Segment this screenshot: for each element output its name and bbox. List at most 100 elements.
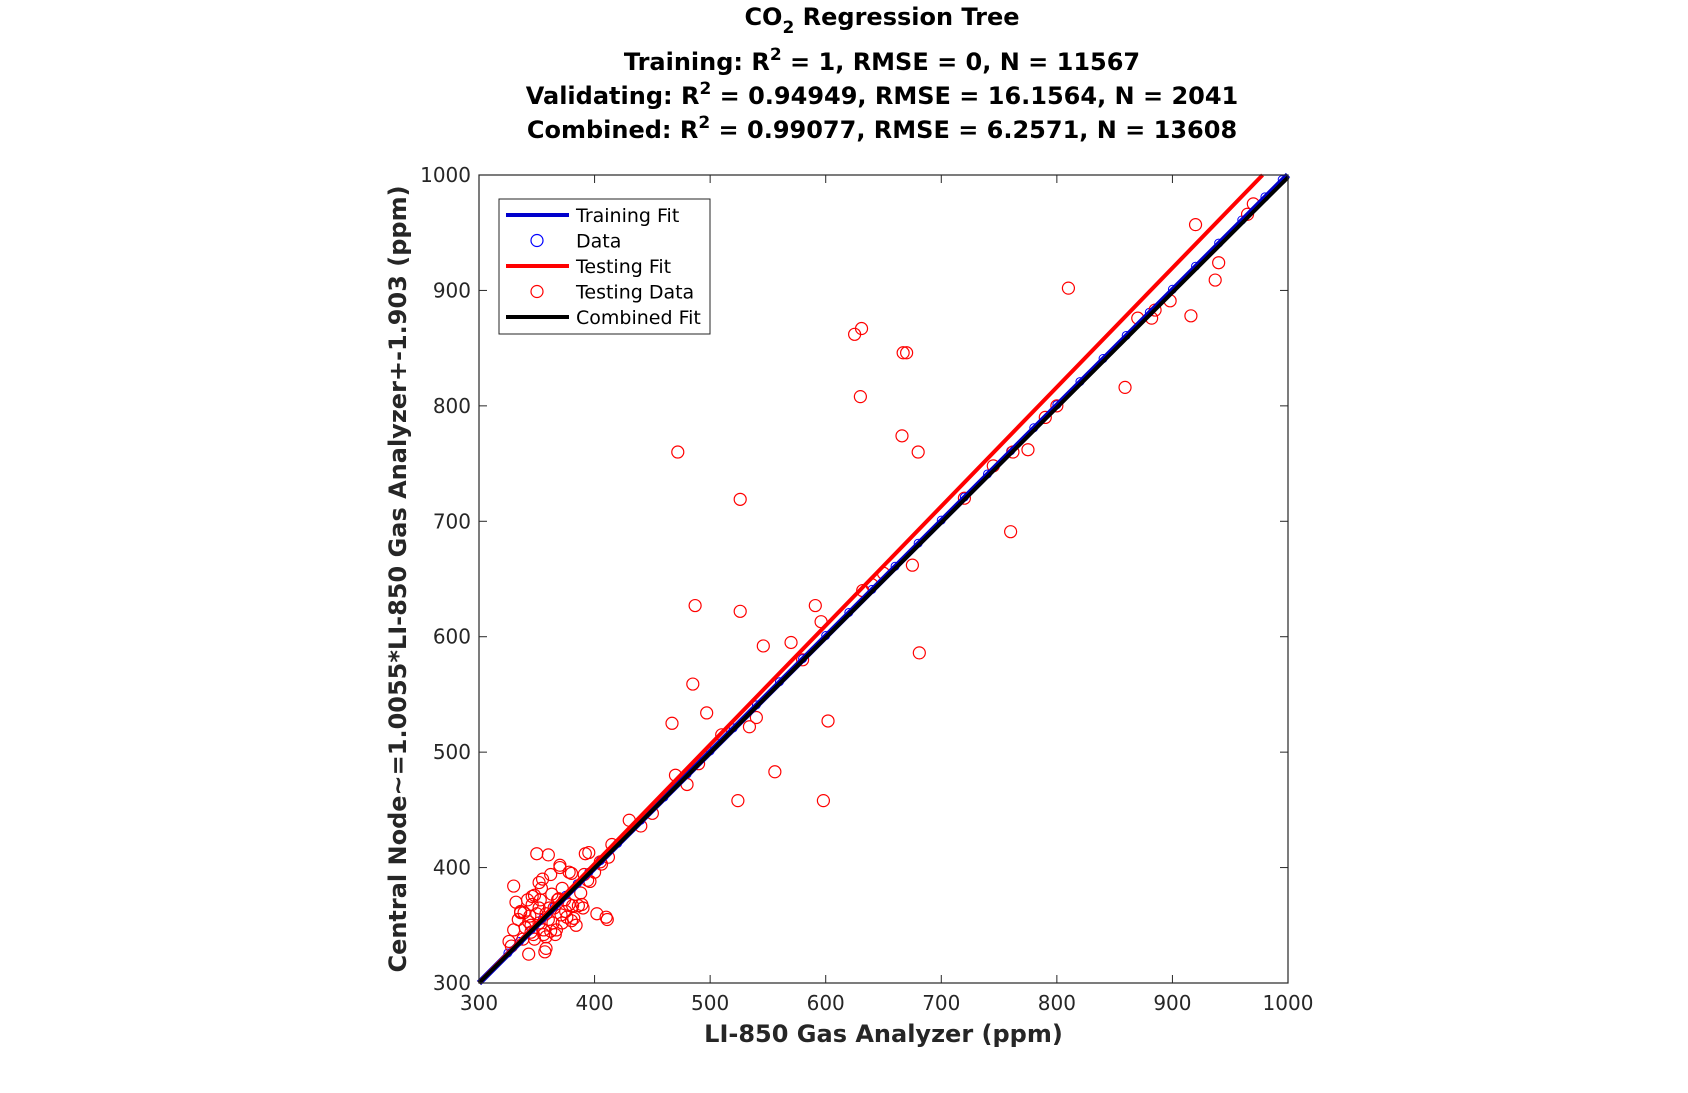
- y-tick-label: 800: [433, 394, 471, 418]
- testing-data-point: [700, 706, 714, 720]
- testing-data-point: [530, 907, 544, 921]
- testing-data-point: [853, 390, 867, 404]
- testing-data-point: [545, 887, 559, 901]
- testing-data-point: [756, 639, 770, 653]
- testing-data-point: [671, 445, 685, 459]
- testing-data-point: [854, 321, 869, 336]
- testing-data-point: [553, 858, 567, 872]
- testing-data-point: [1208, 273, 1222, 287]
- x-tick-label: 900: [1153, 991, 1191, 1015]
- testing-data-point: [731, 794, 745, 808]
- testing-data-point: [574, 886, 588, 900]
- legend-label: Combined Fit: [576, 307, 701, 329]
- testing-data-point: [912, 646, 926, 660]
- testing-data-point: [535, 872, 550, 886]
- testing-data-point: [533, 893, 547, 907]
- y-axis-label: Central Node~=1.0055*LI-850 Gas Analyzer…: [384, 185, 412, 972]
- testing-data-point: [1038, 410, 1052, 424]
- testing-data-point: [507, 879, 521, 893]
- testing-data-point: [900, 346, 914, 360]
- testing-data-point: [590, 907, 604, 921]
- testing-data-point: [1212, 256, 1226, 270]
- testing-data-point: [665, 716, 679, 730]
- y-tick-label: 700: [433, 509, 471, 533]
- title-line-combined: Combined: R2 = 0.99077, RMSE = 6.2571, N…: [527, 113, 1237, 144]
- testing-data-point: [517, 905, 531, 920]
- combined-fit-line: [477, 175, 1290, 985]
- testing-data-point: [546, 916, 560, 930]
- fit-lines: [476, 172, 1291, 986]
- legend-label: Testing Data: [575, 282, 694, 304]
- testing-data-point: [544, 867, 558, 882]
- y-tick-label: 1000: [420, 163, 471, 187]
- testing-data-point: [688, 598, 702, 613]
- testing-data-point: [539, 930, 553, 944]
- testing-data-point: [567, 911, 581, 925]
- testing-data-point: [733, 604, 747, 618]
- testing-data-point: [895, 429, 909, 443]
- testing-data-point: [905, 558, 919, 572]
- x-axis-label: LI-850 Gas Analyzer (ppm): [704, 1020, 1063, 1048]
- testing-data-point: [1061, 281, 1076, 295]
- testing-data-point: [530, 847, 544, 861]
- testing-data-point: [957, 491, 972, 505]
- testing-data-point: [808, 598, 822, 613]
- testing-data-point: [538, 945, 552, 959]
- testing-data-point: [514, 905, 528, 920]
- testing-data-point: [571, 899, 585, 913]
- legend-label: Testing Fit: [575, 256, 671, 278]
- x-tick-label: 600: [807, 991, 845, 1015]
- x-tick-label: 500: [691, 991, 729, 1015]
- y-tick-label: 300: [433, 971, 471, 995]
- testing-data-point: [1118, 380, 1132, 394]
- axis-ticks: 300 400 500 600 700 800 900 1000 300 400 500 600 700…: [420, 163, 1313, 1015]
- legend: Training Fit Data Testing Fit Testing Data C…: [498, 198, 711, 335]
- x-tick-label: 700: [922, 991, 960, 1015]
- testing-data-point: [564, 914, 579, 928]
- testing-data-point: [1188, 218, 1203, 232]
- testing-data-point: [600, 912, 614, 927]
- y-tick-label: 500: [433, 740, 471, 764]
- testing-data-point: [532, 916, 546, 930]
- testing-data-point: [560, 910, 574, 924]
- testing-data-point: [578, 847, 592, 861]
- testing-data-point: [502, 934, 516, 949]
- testing-data-point: [749, 710, 763, 725]
- testing-data-point: [599, 910, 613, 924]
- chart-title: CO2 Regression Tree Training: R2 = 1, RM…: [526, 3, 1239, 144]
- testing-data-point: [532, 875, 546, 890]
- y-tick-label: 400: [433, 856, 471, 880]
- testing-data-point: [532, 901, 546, 915]
- x-tick-label: 300: [460, 991, 498, 1015]
- testing-data-point: [784, 635, 798, 650]
- y-tick-label: 600: [433, 625, 471, 649]
- testing-data-point: [554, 908, 568, 922]
- y-tick-label: 900: [433, 278, 471, 302]
- testing-data-point: [1050, 399, 1064, 413]
- testing-data-point: [569, 918, 583, 932]
- x-tick-label: 1000: [1263, 991, 1314, 1015]
- testing-data-point: [507, 923, 521, 937]
- testing-data-point: [795, 653, 810, 667]
- legend-marker-swatch: [530, 284, 544, 299]
- testing-data-point: [896, 346, 910, 360]
- legend-label: Training Fit: [575, 205, 679, 227]
- title-line-1: CO2 Regression Tree: [744, 3, 1019, 38]
- title-line-training: Training: R2 = 1, RMSE = 0, N = 11567: [624, 45, 1140, 76]
- testing-data-point: [742, 720, 757, 734]
- testing-data-point: [549, 923, 564, 937]
- testing-data-point: [816, 794, 831, 808]
- testing-data-point: [911, 445, 925, 459]
- legend-marker-swatch: [530, 233, 544, 248]
- x-tick-label: 800: [1038, 991, 1076, 1015]
- testing-data-point: [1004, 525, 1018, 539]
- x-tick-label: 400: [575, 991, 613, 1015]
- testing-data-point: [1021, 443, 1035, 457]
- testing-data-point: [524, 925, 538, 939]
- plot-frame: [478, 174, 1289, 984]
- title-line-validating: Validating: R2 = 0.94949, RMSE = 16.1564…: [526, 79, 1239, 110]
- testing-data-point: [821, 714, 835, 728]
- testing-fit-line: [477, 173, 1265, 985]
- testing-data-point: [564, 866, 579, 880]
